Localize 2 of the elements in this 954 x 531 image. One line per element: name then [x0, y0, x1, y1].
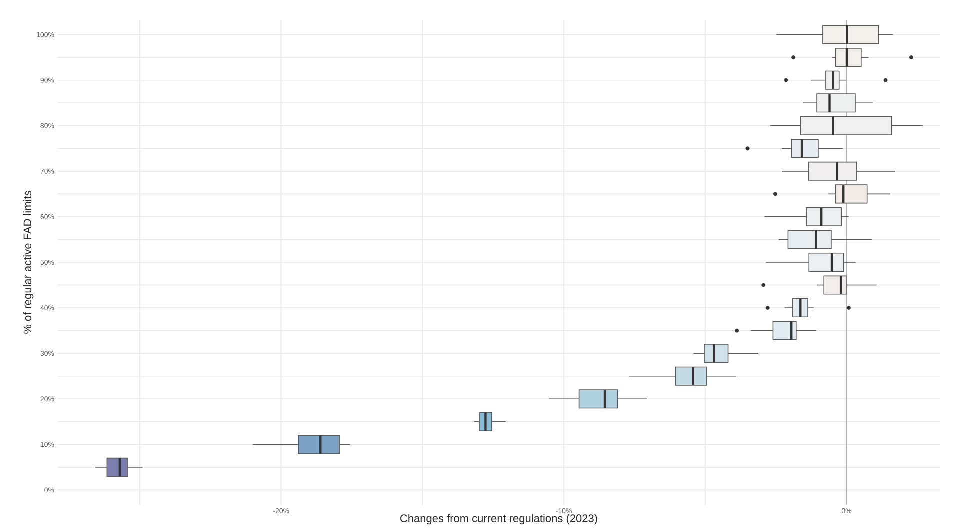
y-axis-title: % of regular active FAD limits	[23, 191, 34, 334]
x-axis-title: Changes from current regulations (2023)	[400, 514, 598, 525]
